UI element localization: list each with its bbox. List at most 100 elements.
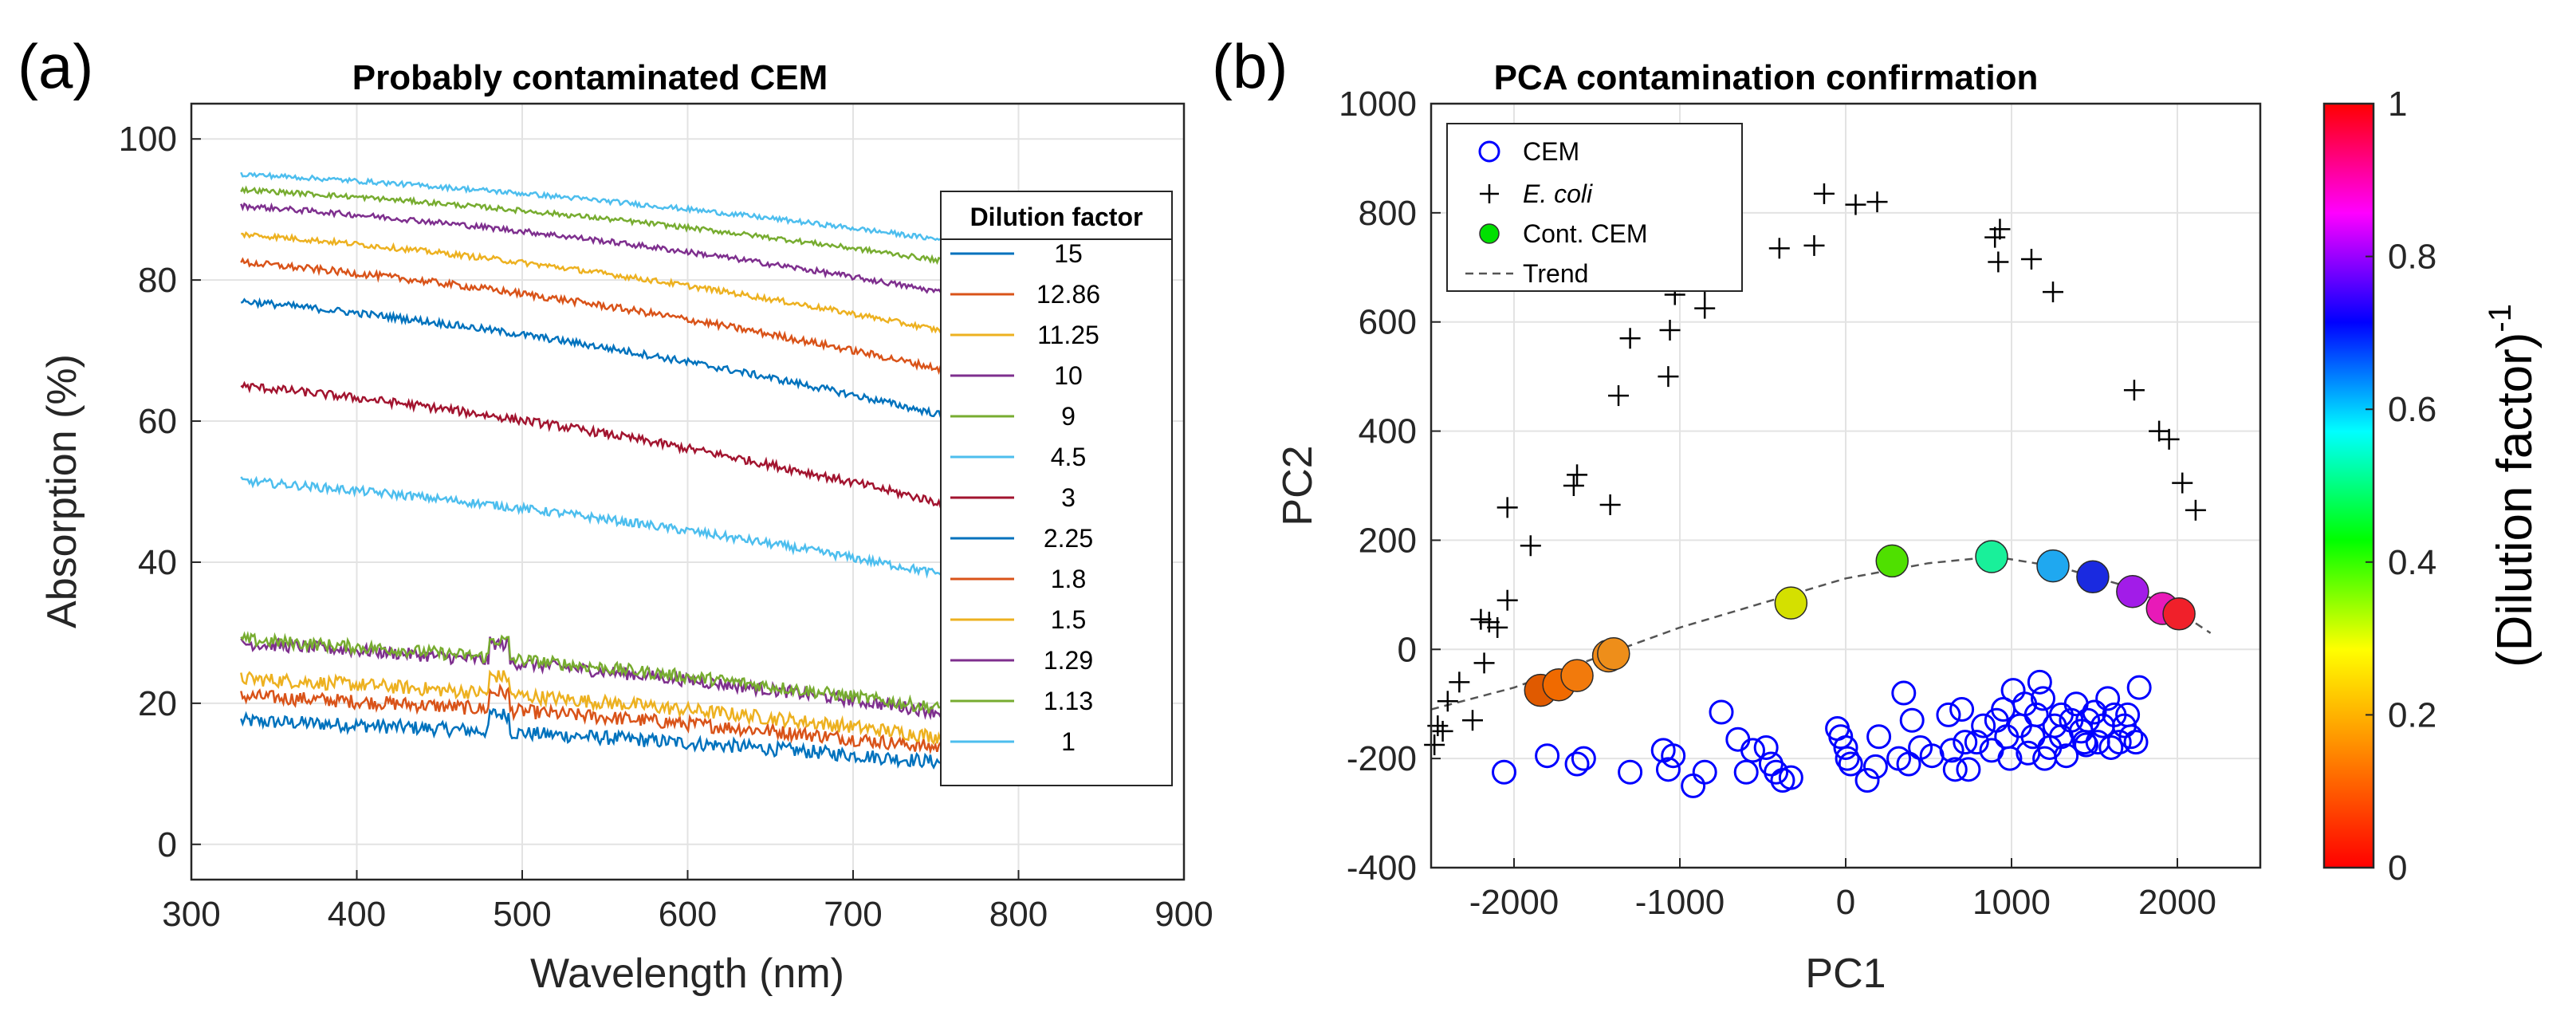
panel-a-legend-label: 1.5 (1051, 605, 1086, 634)
colorbar-tick-label: 0.8 (2388, 238, 2436, 277)
panel-a-legend-label: 4.5 (1051, 443, 1086, 471)
ecoli-point (1989, 219, 2011, 240)
ecoli-point (1449, 671, 1470, 693)
panel-b-legend-box (1446, 123, 1743, 292)
panel-b-title: PCA contamination confirmation (1494, 58, 2039, 97)
panel-a-series-line (240, 707, 954, 770)
panel-a-series-line (240, 185, 954, 266)
colorbar (2322, 102, 2375, 869)
cem-point (1492, 759, 1517, 785)
panel-a-series-line (240, 202, 954, 297)
ecoli-point (2123, 380, 2145, 401)
cem-point (1764, 759, 1789, 785)
colorbar-tick-label: 0.2 (2388, 695, 2436, 734)
panel-a-line-chart: (a) Probably contaminated CEM 300 400 500 6… (18, 31, 1213, 997)
cem-point (1655, 757, 1681, 782)
ecoli-point (1619, 328, 1641, 349)
cem-point (2123, 730, 2149, 755)
ecoli-point (1659, 319, 1681, 341)
panel-b-scatter-chart: (b) PCA contamination confirmation -2000… (1212, 31, 2543, 997)
cem-point (2031, 686, 2056, 711)
panel-a-ylabel: Absorption (%) (39, 354, 85, 628)
ecoli-point (1424, 734, 1445, 756)
panel-b-xtick-label: 2000 (2138, 883, 2216, 922)
panel-b-xtick-label: 0 (1836, 883, 1855, 922)
panel-a-series-line (240, 297, 953, 422)
cem-point (1692, 759, 1717, 785)
cem-point (1862, 754, 1888, 779)
panel-a-legend-label: 1.13 (1044, 687, 1093, 715)
legend-cont-cem-label: Cont. CEM (1523, 219, 1647, 248)
colorbar-tick-label: 0.4 (2388, 543, 2436, 582)
panel-a-legend-title: Dilution factor (970, 203, 1143, 231)
panel-a-legend-box (940, 191, 1173, 786)
panel-b-legend: CEM E. coli Cont. CEM Trend (1446, 123, 1743, 292)
ecoli-point (2172, 472, 2193, 494)
legend-trend-label: Trend (1523, 259, 1588, 288)
legend-cem-label: CEM (1523, 137, 1579, 166)
cem-point (1778, 765, 1803, 790)
cem-point (1571, 746, 1596, 771)
ecoli-point (1658, 366, 1679, 388)
panel-b-xtick-label: -2000 (1469, 883, 1559, 922)
panel-a-legend-label: 1.8 (1051, 565, 1086, 593)
cem-point (2095, 686, 2121, 711)
panel-a-legend-label: 1 (1061, 727, 1076, 756)
panel-a-xtick-label: 700 (824, 895, 882, 934)
ecoli-point (1803, 234, 1825, 256)
ecoli-point (1470, 608, 1492, 630)
cont-cem-point (1597, 637, 1630, 671)
cont-cem-point (2076, 560, 2110, 594)
panel-a-legend-label: 1.29 (1044, 646, 1093, 675)
cem-point (1661, 743, 1686, 769)
legend-cont-cem-marker (1479, 223, 1500, 244)
panel-a-ytick-label: 100 (119, 120, 177, 159)
panel-a-ytick-label: 40 (138, 543, 177, 582)
ecoli-point (1462, 710, 1483, 731)
cont-cem-point (1875, 544, 1909, 578)
ecoli-point (1432, 720, 1453, 742)
ecoli-point (2020, 249, 2042, 270)
cont-cem-point (1774, 586, 1808, 620)
panel-a-label: (a) (18, 31, 93, 101)
panel-a-ytick-label: 60 (138, 402, 177, 441)
cem-point (2054, 743, 2079, 769)
cem-point (2082, 699, 2107, 725)
panel-a-series-line (241, 230, 954, 336)
panel-a-ytick-label: 0 (158, 825, 177, 864)
panel-b-ytick-label: 1000 (1339, 85, 1417, 124)
panel-a-series-line (240, 380, 954, 511)
ecoli-point (1473, 652, 1495, 674)
cem-point (1936, 702, 1961, 727)
cem-point (1866, 724, 1892, 750)
cem-point (1564, 751, 1590, 777)
legend-ecoli-label: E. coli (1523, 179, 1593, 208)
cem-point (1833, 734, 1858, 760)
panel-b-cont-cem-points (1524, 540, 2196, 707)
panel-a-legend-label: 10 (1054, 361, 1083, 390)
ecoli-point (2149, 420, 2170, 442)
panel-b-ytick-label: 800 (1359, 194, 1417, 233)
panel-a-xtick-label: 400 (328, 895, 386, 934)
panel-a-series-line (240, 669, 954, 748)
cem-point (1854, 768, 1880, 793)
cem-point (1828, 724, 1854, 750)
panel-a-ytick-label: 80 (138, 261, 177, 300)
panel-a-xtick-label: 900 (1154, 895, 1213, 934)
cem-point (2118, 724, 2144, 750)
cem-point (1939, 738, 1964, 763)
panel-b-xtick-label: -1000 (1635, 883, 1725, 922)
panel-a-ticks: 300 400 500 600 700 800 900 0 20 40 60 80 100 (119, 120, 1213, 934)
cem-point (1942, 757, 1968, 782)
ecoli-point (2158, 428, 2180, 450)
panel-a-xtick-label: 500 (493, 895, 551, 934)
colorbar-label: (Dilution factor)-1 (2483, 304, 2543, 667)
cont-cem-point (2162, 597, 2196, 631)
cem-point (1956, 757, 1981, 782)
cont-cem-point (2116, 575, 2149, 608)
cem-point (1953, 730, 1978, 755)
cem-point (2074, 732, 2099, 758)
ecoli-point (1984, 226, 2006, 248)
ecoli-point (1599, 494, 1621, 515)
cont-cem-point (1975, 540, 2008, 573)
